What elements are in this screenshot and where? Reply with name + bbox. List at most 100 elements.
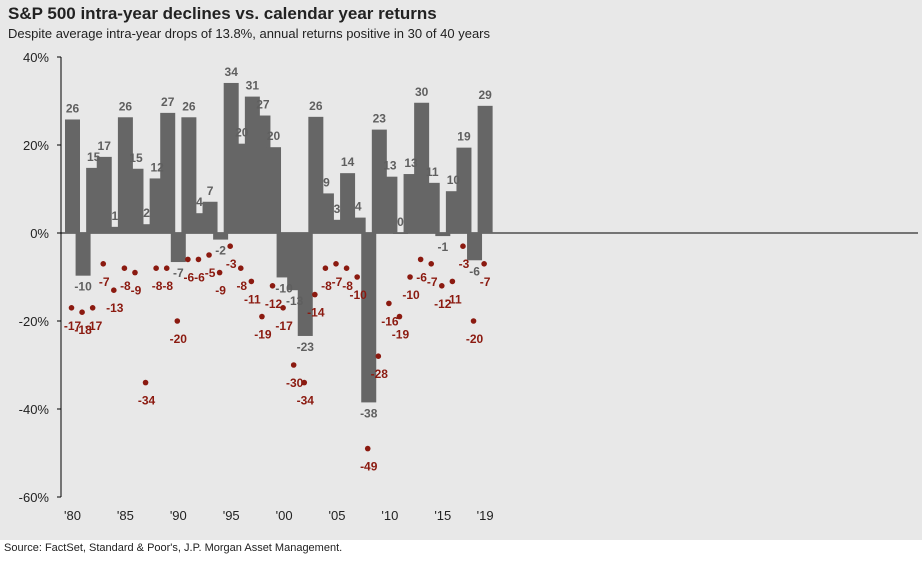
return-label: 26 <box>66 101 80 115</box>
return-bar <box>467 233 483 261</box>
return-label: 10 <box>447 173 461 187</box>
return-bar <box>297 233 313 336</box>
decline-dot <box>290 362 297 368</box>
return-bar <box>424 182 440 233</box>
x-tick-label: '00 <box>276 508 293 523</box>
decline-label: -20 <box>170 332 188 346</box>
return-label: 27 <box>161 95 175 109</box>
return-bar <box>75 233 91 276</box>
decline-label: -7 <box>332 275 343 289</box>
decline-dot <box>470 318 477 324</box>
decline-label: -11 <box>244 292 261 306</box>
return-label: 4 <box>196 195 203 209</box>
decline-dot <box>185 256 191 263</box>
decline-label: -19 <box>392 328 410 342</box>
decline-dot <box>206 252 212 258</box>
decline-label: -28 <box>371 367 389 381</box>
return-label: 30 <box>415 85 429 99</box>
decline-label: -6 <box>194 270 205 284</box>
decline-dot <box>237 265 244 272</box>
return-bar <box>181 117 197 233</box>
decline-dot <box>216 269 223 276</box>
x-tick-label: '10 <box>381 508 398 523</box>
decline-dot <box>364 445 371 452</box>
return-label: 15 <box>129 151 143 165</box>
return-label: 29 <box>478 88 492 102</box>
return-label: -10 <box>74 280 92 294</box>
decline-label: -14 <box>307 306 325 320</box>
decline-dot <box>132 269 138 276</box>
source-note: Source: FactSet, Standard & Poor's, J.P.… <box>4 542 343 554</box>
decline-dot <box>227 243 233 249</box>
y-tick-label: 40% <box>23 50 49 65</box>
decline-label: -17 <box>64 319 82 333</box>
decline-label: -9 <box>131 284 142 298</box>
return-bar <box>435 233 451 237</box>
decline-label: -8 <box>342 279 353 293</box>
return-label: -2 <box>215 244 226 258</box>
decline-dot <box>449 278 456 285</box>
return-bar <box>350 217 366 233</box>
decline-dot <box>153 265 159 272</box>
decline-label: -16 <box>381 314 399 328</box>
return-bar <box>382 176 398 233</box>
decline-dot <box>322 265 329 272</box>
decline-label: -8 <box>162 279 173 293</box>
return-label: 1 <box>111 209 118 223</box>
return-label: 34 <box>225 65 239 79</box>
decline-dot <box>89 305 96 311</box>
return-bar <box>456 147 472 233</box>
return-bar <box>65 119 80 233</box>
decline-label: -49 <box>360 460 378 474</box>
decline-label: -12 <box>434 297 452 311</box>
return-label: 26 <box>182 99 196 113</box>
decline-label: -9 <box>215 284 226 298</box>
return-label: -6 <box>469 264 480 278</box>
chart-subtitle: Despite average intra-year drops of 13.8… <box>8 26 490 41</box>
return-bar <box>266 147 282 233</box>
return-label: -1 <box>437 240 448 254</box>
decline-label: -10 <box>402 288 420 302</box>
x-tick-label: '05 <box>329 508 346 523</box>
decline-label: -3 <box>459 257 470 271</box>
decline-dot <box>396 313 403 320</box>
return-bar <box>392 233 408 234</box>
y-tick-label: -40% <box>19 402 50 417</box>
return-label: 4 <box>355 200 362 214</box>
return-bar <box>213 233 229 240</box>
x-tick-label: '19 <box>477 508 494 523</box>
decline-dot <box>407 274 413 280</box>
return-label: 14 <box>341 155 355 169</box>
decline-dot <box>428 261 435 267</box>
return-label: 0 <box>397 215 404 229</box>
return-label: 20 <box>267 129 281 143</box>
decline-dot <box>142 379 149 386</box>
decline-dot <box>343 265 350 272</box>
decline-dot <box>195 256 202 263</box>
return-label: -38 <box>360 406 378 420</box>
decline-dot <box>460 243 466 249</box>
decline-dot <box>280 305 286 311</box>
return-bar <box>170 233 186 263</box>
return-label: 23 <box>373 112 387 126</box>
decline-label: -8 <box>236 279 247 293</box>
decline-dot <box>100 261 107 267</box>
decline-dot <box>79 309 85 316</box>
decline-dot <box>68 305 75 311</box>
decline-label: -7 <box>427 275 438 289</box>
return-bar <box>139 224 155 233</box>
decline-label: -12 <box>265 297 283 311</box>
return-label: -7 <box>173 266 184 280</box>
decline-dot <box>163 265 170 272</box>
decline-dot <box>121 265 128 272</box>
return-label: 11 <box>426 165 439 179</box>
decline-label: -17 <box>85 319 103 333</box>
decline-dot <box>354 274 360 280</box>
decline-dot <box>481 261 487 267</box>
y-tick-label: 0% <box>30 226 49 241</box>
decline-label: -6 <box>416 270 427 284</box>
return-label: 7 <box>207 184 214 198</box>
y-tick-label: 20% <box>23 138 49 153</box>
return-bar <box>107 226 123 233</box>
decline-label: -19 <box>254 328 272 342</box>
